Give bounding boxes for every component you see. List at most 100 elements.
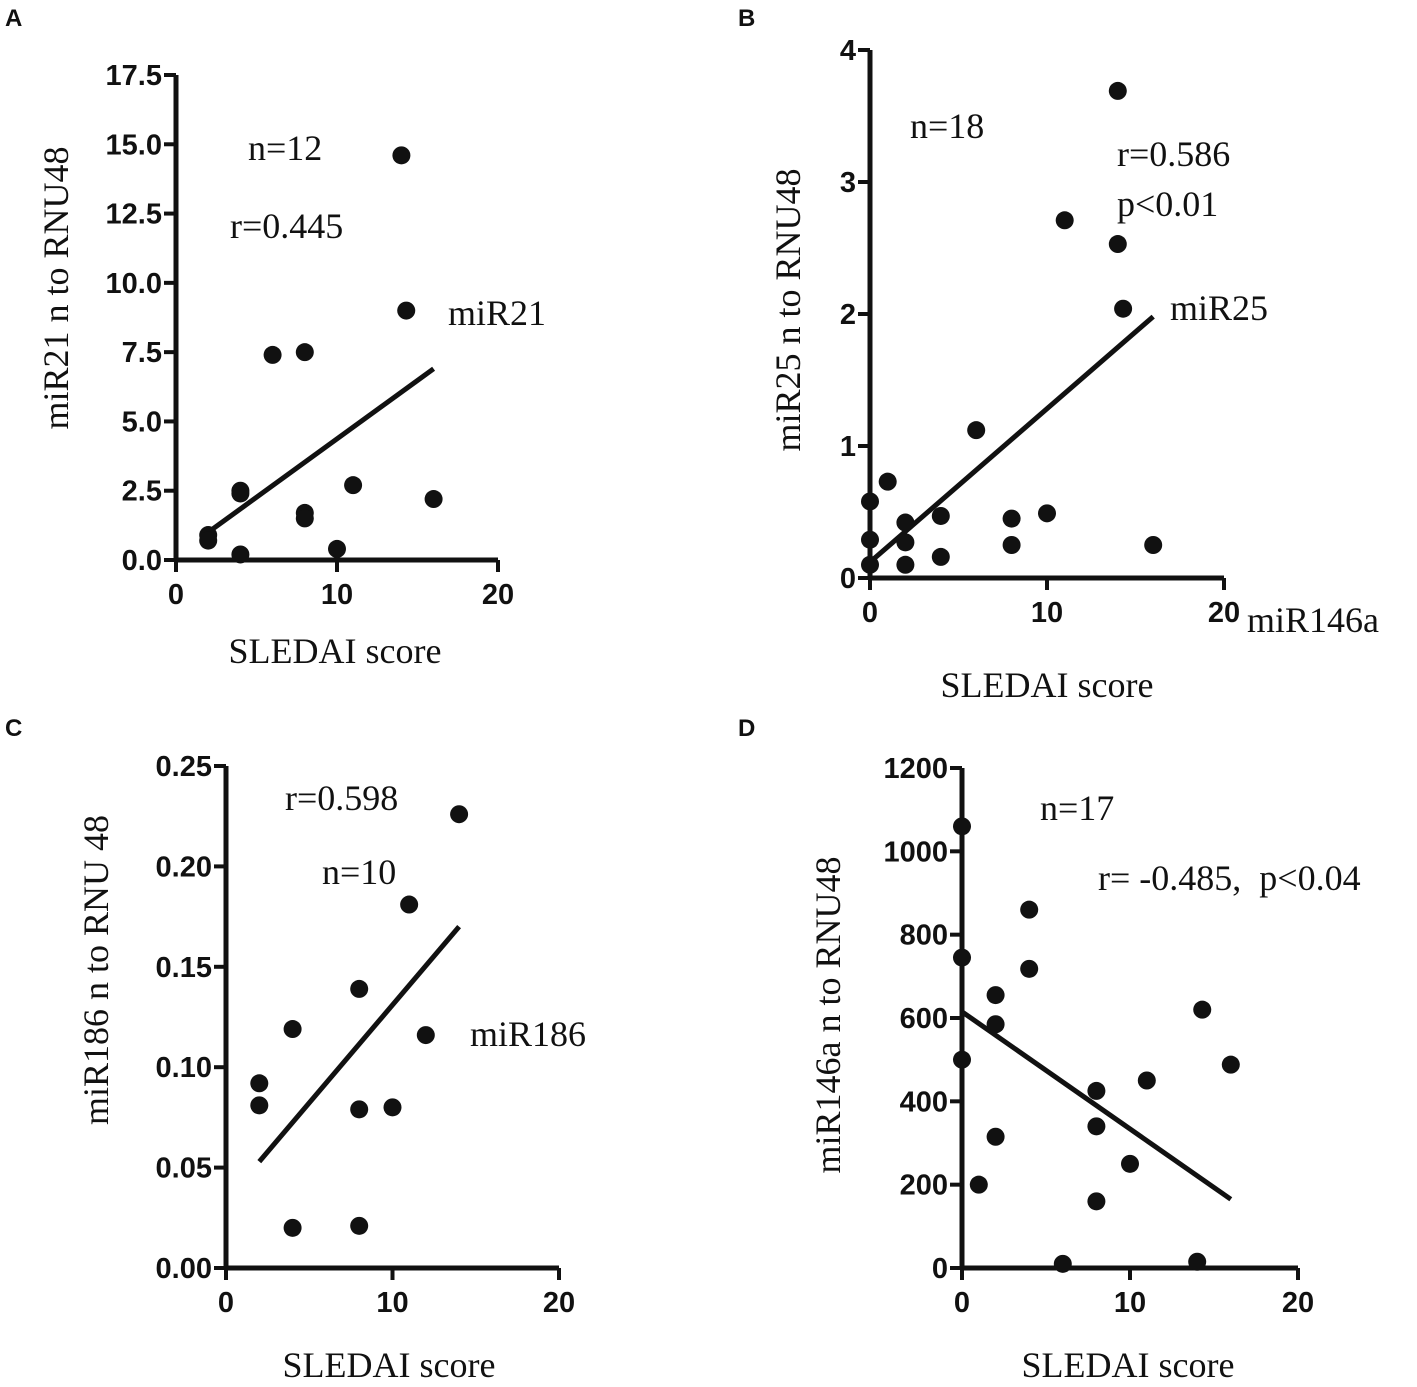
panel-b-data-point: [1055, 211, 1074, 230]
panel-d-ytick-label: 1200: [883, 753, 948, 785]
panel-a-xlabel: SLEDAI score: [229, 631, 442, 671]
panel-d-annotation-n: n=17: [1040, 788, 1114, 828]
panel-c-annotation-n: n=10: [322, 852, 396, 892]
panel-d-data-point: [1053, 1254, 1072, 1273]
panel-d-xtick-label: 20: [1282, 1287, 1314, 1319]
panel-d-xlabel: SLEDAI score: [1022, 1345, 1235, 1385]
panel-b-data-point: [1038, 504, 1056, 523]
panel-a-data-point: [199, 531, 218, 550]
panel-b-chart: miR25 n to RNU48 SLEDAI score n=18 r=0.5…: [768, 35, 1268, 705]
panel-d-ytick-label: 800: [900, 920, 948, 952]
panel-b-ytick-label: 2: [840, 299, 856, 331]
panel-d-data-point: [986, 1127, 1005, 1146]
panel-c-xlabel: SLEDAI score: [283, 1345, 496, 1385]
panel-a-xtick-label: 0: [168, 579, 184, 611]
panel-c-annotation-r: r=0.598: [285, 778, 398, 818]
panel-a-data-point: [231, 545, 250, 564]
panel-b-xtick-label: 10: [1031, 597, 1063, 629]
panel-b-data-point: [1114, 299, 1133, 318]
panel-d-ytick-label: 400: [900, 1086, 948, 1118]
panel-d-ytick-label: 600: [900, 1003, 948, 1035]
panel-b-data-point: [861, 492, 879, 511]
panel-b-annotation-r: r=0.586: [1117, 134, 1230, 174]
panel-a-data-point: [424, 490, 443, 509]
panel-a-annotation-r: r=0.445: [230, 206, 343, 246]
panel-c-ylabel: miR186 n to RNU 48: [76, 815, 116, 1125]
panel-d-data-point: [1193, 1000, 1212, 1019]
panel-a-data-point: [392, 146, 411, 165]
panel-d-xtick-label: 10: [1114, 1287, 1146, 1319]
panel-c-data-point: [383, 1098, 402, 1117]
panel-b-data-point: [861, 530, 879, 549]
panel-b-data-point: [878, 472, 897, 491]
panel-d-data-point: [1121, 1154, 1139, 1173]
panel-a-regression-line: [206, 366, 436, 535]
panel-d-ytick-label: 200: [900, 1170, 948, 1202]
panel-d-data-point: [1020, 900, 1039, 919]
panel-d-data-point: [1137, 1071, 1156, 1090]
panel-a-annotation-series: miR21: [448, 293, 546, 333]
panel-d-chart: miR146a n to RNU48 SLEDAI score n=17 r= …: [808, 600, 1379, 1385]
panel-d-data-point: [1087, 1081, 1106, 1100]
panel-c-xtick-label: 20: [543, 1287, 575, 1319]
panel-b-data-point: [1108, 81, 1127, 100]
panel-b-data-point: [931, 506, 950, 525]
panel-c-data-point: [350, 1216, 369, 1235]
panel-a-ytick-label: 17.5: [106, 60, 162, 92]
panel-a-data-point: [397, 301, 416, 320]
panel-a-chart: miR21 n to RNU48 SLEDAI score n=12 r=0.4…: [36, 60, 546, 671]
panel-a-data-point: [344, 476, 363, 495]
panel-a-ytick-label: 15.0: [106, 129, 162, 161]
panel-d-data-point: [1020, 959, 1039, 978]
panel-a-data-point: [263, 345, 282, 364]
panel-letter-d: D: [738, 715, 755, 742]
panel-a-ytick-label: 5.0: [122, 406, 162, 438]
panel-b-data-point: [1108, 235, 1127, 254]
panel-b-data-point: [1002, 536, 1021, 554]
panel-b-annotation-n: n=18: [910, 106, 984, 146]
panel-d-regression-line: [960, 1009, 1233, 1202]
panel-b-annotation-p: p<0.01: [1117, 184, 1218, 224]
panel-d-data-point: [986, 1015, 1005, 1034]
panel-letter-b: B: [738, 5, 755, 32]
panel-b-data-point: [896, 533, 915, 552]
panel-a-data-point: [328, 539, 346, 558]
panel-b-data-point: [896, 555, 915, 574]
panel-d-xtick-label: 0: [954, 1287, 970, 1319]
panel-letter-a: A: [5, 5, 22, 32]
panel-c-data-point: [450, 805, 469, 824]
panel-a-ytick-label: 7.5: [122, 337, 162, 369]
panel-d-data-point: [1087, 1117, 1106, 1136]
panel-c-data-point: [283, 1218, 302, 1237]
panel-a-ytick-label: 2.5: [122, 476, 162, 508]
panel-c-data-point: [350, 979, 369, 998]
panel-c-chart: miR186 n to RNU 48 SLEDAI score r=0.598 …: [76, 751, 586, 1385]
panel-d-data-point: [1087, 1192, 1106, 1211]
panel-b-ytick-label: 4: [840, 35, 856, 67]
panel-b-ytick-label: 1: [840, 431, 856, 463]
panel-d-ytick-label: 0: [932, 1253, 948, 1285]
panel-c-data-point: [250, 1096, 269, 1115]
panel-d-data-point: [1188, 1252, 1207, 1271]
panel-b-data-point: [896, 513, 915, 532]
panel-a-ytick-label: 0.0: [122, 545, 162, 577]
panel-c-annotation-series: miR186: [470, 1014, 586, 1054]
panel-c-data-point: [350, 1100, 369, 1119]
panel-b-ytick-label: 0: [840, 563, 856, 595]
panel-b-ylabel: miR25 n to RNU48: [768, 168, 808, 451]
panel-d-data-point: [969, 1175, 988, 1194]
panel-letter-c: C: [5, 715, 22, 742]
panel-c-xtick-label: 10: [376, 1287, 408, 1319]
panel-d-data-point: [953, 948, 971, 967]
panel-c-ytick-label: 0.10: [156, 1052, 212, 1084]
panel-c-xtick-label: 0: [218, 1287, 234, 1319]
panel-a-ytick-label: 10.0: [106, 268, 162, 300]
panel-b-xtick-label: 0: [862, 597, 878, 629]
panel-c-ytick-label: 0.15: [156, 952, 212, 984]
panel-b-annotation-series: miR25: [1170, 288, 1268, 328]
panel-b-ytick-label: 3: [840, 167, 856, 199]
panel-d-annotation-series: miR146a: [1247, 600, 1379, 640]
panel-c-data-point: [283, 1020, 302, 1039]
panel-b-data-point: [967, 421, 986, 440]
